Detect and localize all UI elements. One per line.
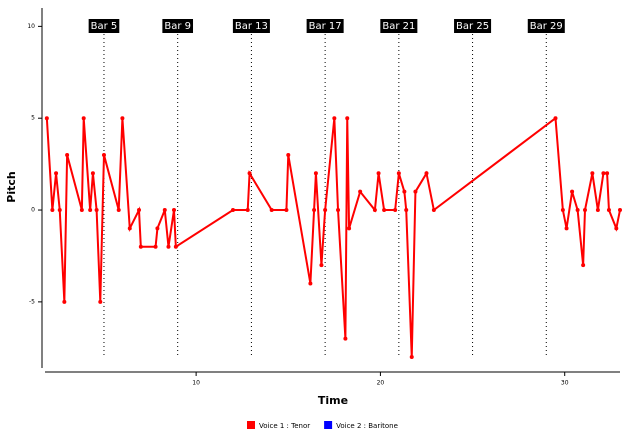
- point: [345, 116, 350, 121]
- bar-marker-box: [88, 19, 120, 33]
- y-tick-label: 5: [31, 115, 35, 122]
- point: [162, 208, 167, 213]
- point: [44, 116, 49, 121]
- point: [127, 226, 132, 231]
- point: [590, 171, 595, 176]
- point: [372, 208, 377, 213]
- point: [269, 208, 274, 213]
- point: [245, 208, 250, 213]
- bar-marker-box: [306, 19, 344, 33]
- point: [582, 208, 587, 213]
- point: [172, 208, 177, 213]
- point: [570, 189, 575, 194]
- point: [62, 299, 67, 304]
- point: [431, 208, 436, 213]
- point: [396, 171, 401, 176]
- bar-marker-box: [232, 19, 270, 33]
- point: [50, 208, 55, 213]
- y-tick-label: 10: [27, 23, 35, 30]
- point: [606, 208, 611, 213]
- point: [286, 152, 291, 157]
- point: [323, 208, 328, 213]
- point: [247, 171, 252, 176]
- point: [230, 208, 235, 213]
- y-tick-label: 0: [31, 207, 35, 214]
- point: [94, 208, 99, 213]
- point: [564, 226, 569, 231]
- point: [116, 208, 121, 213]
- point: [120, 116, 125, 121]
- y-tick-label: -5: [29, 298, 35, 305]
- point: [98, 299, 103, 304]
- point: [618, 208, 622, 213]
- bar-marker-label: Bar 29: [530, 21, 563, 32]
- point: [358, 189, 363, 194]
- legend-swatch: [324, 421, 333, 429]
- point: [332, 116, 337, 121]
- point: [308, 281, 313, 286]
- bar-marker-label: Bar 21: [382, 21, 415, 32]
- point: [336, 208, 341, 213]
- point: [166, 244, 171, 249]
- bar-marker-label: Bar 13: [235, 21, 268, 32]
- point: [601, 171, 606, 176]
- x-axis-label: Time: [318, 394, 348, 407]
- point: [173, 244, 178, 249]
- point: [138, 244, 143, 249]
- point: [614, 226, 619, 231]
- point: [424, 171, 429, 176]
- point: [155, 226, 160, 231]
- point: [413, 189, 418, 194]
- point: [347, 226, 352, 231]
- point: [57, 208, 62, 213]
- point: [90, 171, 95, 176]
- point: [319, 263, 324, 268]
- x-tick-label: 10: [192, 380, 200, 387]
- point: [581, 263, 586, 268]
- point: [376, 171, 381, 176]
- point: [575, 208, 580, 213]
- point: [402, 189, 407, 194]
- y-axis-label: Pitch: [5, 171, 18, 202]
- bar-marker-label: Bar 5: [91, 21, 118, 32]
- x-tick-label: 20: [377, 380, 385, 387]
- legend-label: Voice 1 : Tenor: [259, 422, 310, 430]
- bar-marker-label: Bar 25: [456, 21, 489, 32]
- point: [81, 116, 86, 121]
- bar-marker-box: [454, 19, 492, 33]
- bar-marker-label: Bar 17: [309, 21, 342, 32]
- point: [382, 208, 387, 213]
- point: [153, 244, 158, 249]
- bar-marker-box: [380, 19, 418, 33]
- bar-marker-label: Bar 9: [164, 21, 191, 32]
- point: [136, 208, 141, 213]
- point: [404, 208, 409, 213]
- point: [560, 208, 565, 213]
- point: [313, 171, 318, 176]
- bar-marker-box: [162, 19, 194, 33]
- point: [393, 208, 398, 213]
- x-tick-label: 30: [561, 380, 569, 387]
- point: [54, 171, 59, 176]
- point: [88, 208, 93, 213]
- point: [605, 171, 610, 176]
- legend-swatch: [247, 421, 255, 429]
- bar-marker-box: [527, 19, 565, 33]
- point: [65, 152, 70, 157]
- point: [343, 336, 348, 341]
- legend-label: Voice 2 : Baritone: [336, 422, 398, 430]
- point: [595, 208, 600, 213]
- point: [79, 208, 84, 213]
- point: [101, 152, 106, 157]
- point: [284, 208, 289, 213]
- point: [553, 116, 558, 121]
- line: [45, 116, 621, 358]
- point: [409, 354, 414, 359]
- point: [312, 208, 317, 213]
